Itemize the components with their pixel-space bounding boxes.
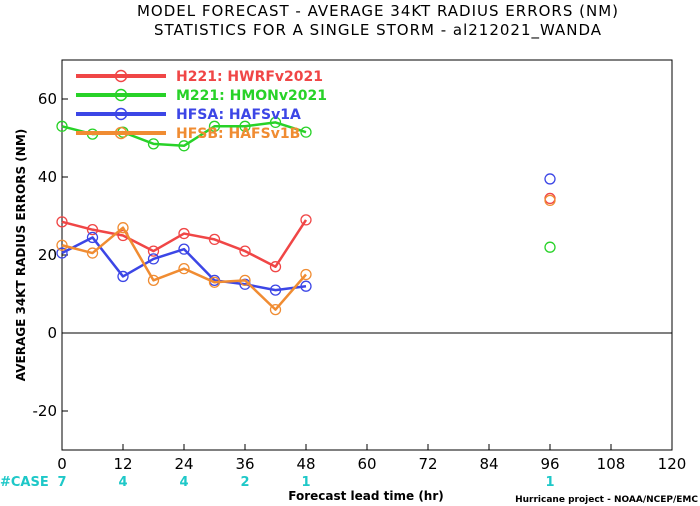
- y-tick-label: -20: [33, 402, 58, 420]
- legend-marker: [114, 69, 128, 83]
- y-tick-label: 0: [47, 324, 57, 342]
- data-point: [269, 303, 282, 316]
- data-point: [544, 173, 556, 185]
- x-tick-label: 0: [57, 455, 67, 473]
- legend-marker: [114, 126, 128, 140]
- x-tick-label: 96: [540, 455, 559, 473]
- credit-text: Hurricane project - NOAA/NCEP/EMC: [515, 495, 698, 505]
- data-point: [269, 116, 282, 129]
- data-point: [56, 239, 68, 251]
- case-count: 4: [118, 475, 127, 490]
- data-point: [300, 268, 312, 281]
- case-count: 4: [179, 475, 188, 490]
- case-label: #CASE: [0, 475, 49, 490]
- data-point: [117, 222, 129, 234]
- series-layer: [56, 116, 556, 316]
- x-tick-label: 12: [113, 455, 132, 473]
- data-point: [208, 233, 221, 246]
- data-point: [544, 194, 556, 207]
- data-point: [56, 216, 68, 228]
- x-tick-label: 60: [357, 455, 376, 473]
- x-tick-label: 48: [296, 455, 315, 473]
- data-point: [86, 223, 99, 236]
- x-tick-label: 120: [658, 455, 687, 473]
- legend-marker: [114, 107, 128, 121]
- x-tick-label: 108: [597, 455, 626, 473]
- series-line: [61, 226, 307, 311]
- data-point: [86, 231, 99, 244]
- legend-label: M221: HMONv2021: [176, 88, 327, 104]
- data-point: [269, 284, 282, 296]
- data-point: [86, 247, 99, 259]
- data-point: [147, 138, 160, 150]
- y-axis-label: AVERAGE 34KT RADIUS ERRORS (NM): [14, 129, 28, 381]
- data-point: [117, 270, 129, 283]
- y-tick-label: 60: [38, 90, 57, 108]
- data-point: [300, 280, 312, 292]
- data-point: [56, 247, 68, 259]
- data-point: [178, 262, 190, 275]
- data-point: [178, 140, 190, 152]
- case-count: 1: [301, 475, 310, 490]
- data-point: [147, 253, 160, 265]
- chart-title: MODEL FORECAST - AVERAGE 34KT RADIUS ERR…: [137, 2, 619, 20]
- data-point: [147, 245, 160, 257]
- legend-marker: [114, 88, 128, 102]
- data-point: [239, 245, 251, 257]
- x-tick-label: 36: [235, 455, 254, 473]
- data-point: [147, 274, 160, 287]
- chart-subtitle: STATISTICS FOR A SINGLE STORM - al212021…: [154, 21, 602, 40]
- x-tick-label: 84: [479, 455, 498, 473]
- data-point: [544, 241, 556, 253]
- legend-label: HFSB: HAFSv1B: [176, 126, 300, 142]
- data-point: [239, 120, 251, 132]
- x-axis-label: Forecast lead time (hr): [288, 489, 444, 503]
- y-tick-label: 40: [38, 168, 57, 186]
- case-count: 1: [545, 475, 554, 490]
- data-point: [239, 274, 251, 287]
- case-count-row: 7 4 4 2 1 1: [57, 475, 554, 490]
- data-point: [208, 276, 221, 288]
- series-line: [61, 236, 307, 292]
- data-point: [269, 261, 282, 273]
- case-count: 7: [57, 475, 66, 490]
- legend-label: HFSA: HAFSv1A: [176, 107, 301, 123]
- series-line: [61, 219, 308, 268]
- plot-frame: [61, 59, 673, 451]
- case-count: 2: [240, 475, 249, 490]
- data-point: [208, 120, 221, 132]
- data-point: [300, 126, 312, 138]
- y-axis-ticks: -20 0 20 40 60: [33, 90, 68, 420]
- data-point: [56, 120, 68, 132]
- x-tick-label: 72: [418, 455, 437, 473]
- y-tick-label: 20: [38, 246, 57, 264]
- legend-label: H221: HWRFv2021: [176, 69, 323, 85]
- x-tick-label: 24: [174, 455, 193, 473]
- data-point: [178, 243, 190, 255]
- plot-area: [61, 59, 673, 451]
- data-point: [300, 214, 312, 226]
- legend: H221: HWRFv2021 M221: HMONv2021 HFSA: HAFS…: [76, 69, 327, 142]
- x-axis-ticks: 0 12 24 36 48 60 72 84 96 108 120: [57, 444, 686, 473]
- data-point: [178, 227, 190, 240]
